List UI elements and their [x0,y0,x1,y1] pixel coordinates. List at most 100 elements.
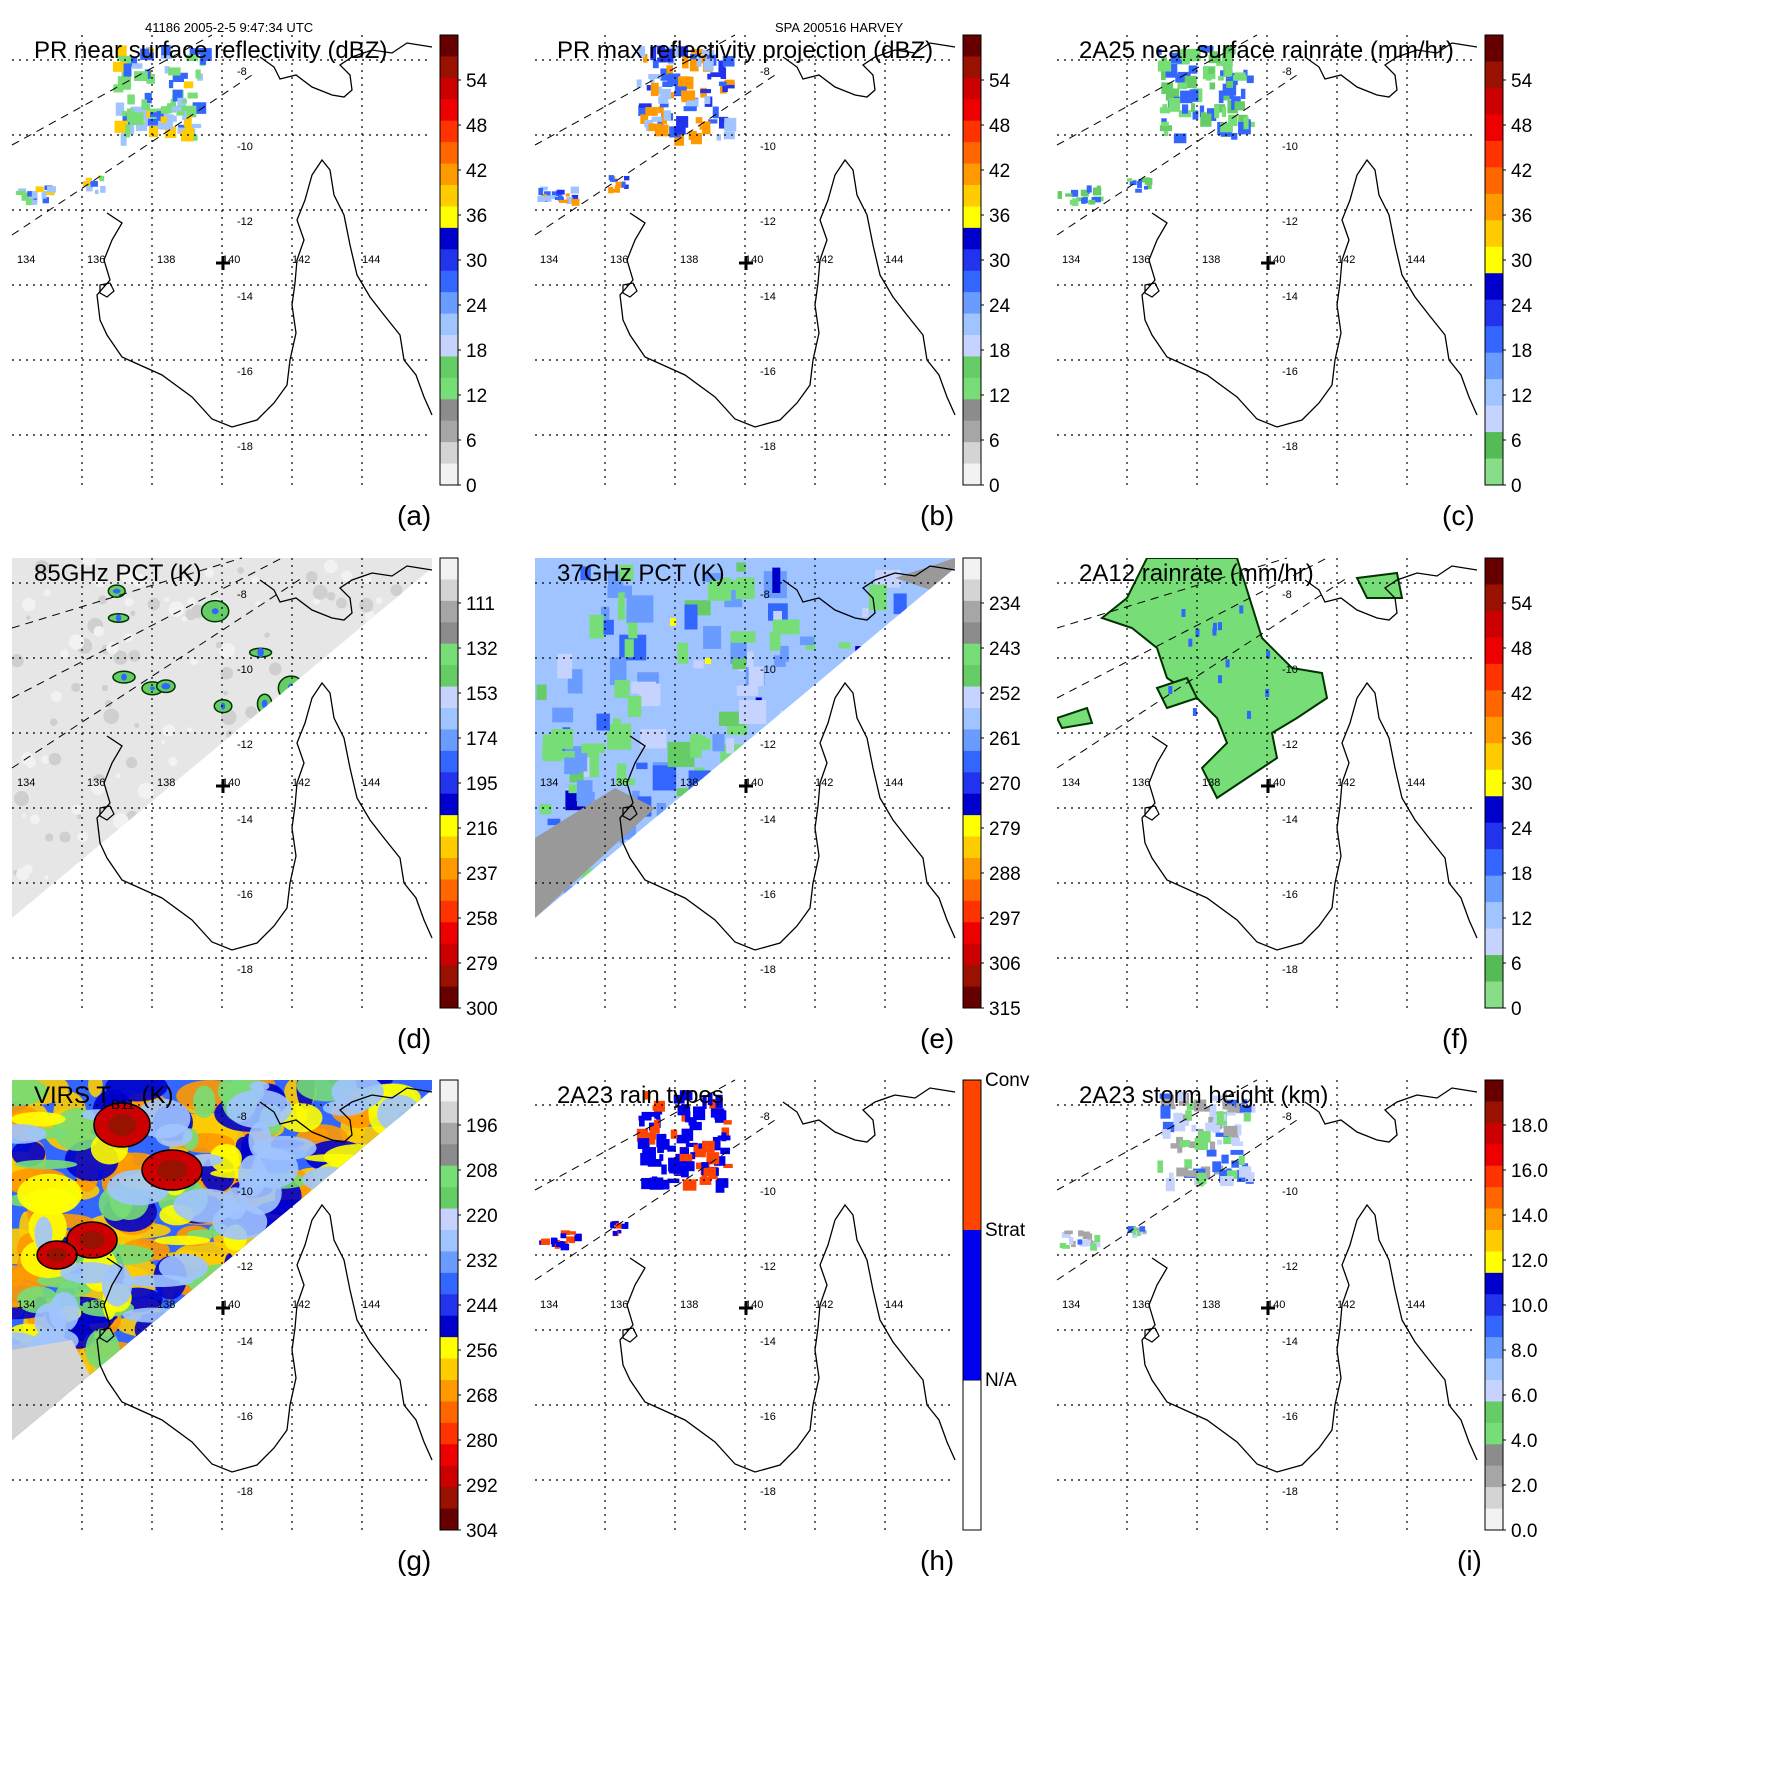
panel-title-g: VIRS TB11 (K) [34,1082,174,1112]
lat-label: -16 [237,1411,253,1423]
storm-center-marker [216,1301,230,1315]
panel-h: 134 136 138 140 142 144 -8 -10 -12 -14 -16 -18 Conv S… [534,1070,1125,1640]
lat-label: -18 [1282,1486,1298,1498]
lon-label: 136 [1132,254,1150,266]
lat-label: -8 [237,589,247,601]
lat-label: -12 [760,1261,776,1273]
colorbar-tick: 6.0 [1511,1386,1537,1407]
lon-label: 142 [1337,777,1355,789]
colorbar-tick: 279 [466,954,498,975]
colorbar-tick: 6 [1511,954,1522,975]
lon-label: 140 [222,1299,240,1311]
colorbar-tick: 10.0 [1511,1296,1548,1317]
lat-label: -18 [1282,441,1298,453]
colorbar-tick: 315 [989,999,1021,1020]
lat-label: -8 [1282,589,1292,601]
colorbar-tick: 306 [989,954,1021,975]
data-field-h [539,1090,733,1251]
panel-label-e: (e) [920,1023,955,1054]
lon-label: 140 [222,254,240,266]
map-g: 134 136 138 140 142 144 -8 -10 -12 -14 -16 -18 196 20… [12,1079,498,1542]
lat-label: -8 [1282,1111,1292,1123]
lat-label: -14 [1282,1336,1298,1348]
lat-label: -18 [1282,964,1298,976]
lat-label: -14 [760,291,776,303]
colorbar-tick: 252 [989,684,1021,705]
colorbar-tick: 280 [466,1431,498,1452]
lon-label: 144 [1407,777,1425,789]
panel-a: 134 136 138 140 142 144 -8 -10 -12 -14 -16 -18 54 48 4… [11,34,602,595]
panel-i: 134 136 138 140 142 144 -8 -10 -12 -14 -16 -18 18.0 1… [1056,1079,1647,1640]
lon-label: 142 [292,777,310,789]
lon-label: 134 [17,1299,35,1311]
lon-label: 140 [222,777,240,789]
lat-label: -16 [1282,366,1298,378]
lat-label: -12 [760,216,776,228]
storm-center-marker [1261,256,1275,270]
panel-title-h: 2A23 rain types [557,1082,724,1109]
colorbar-tick: 195 [466,774,498,795]
lat-label: -8 [760,1111,770,1123]
colorbar-tick: 18.0 [1511,1116,1548,1137]
lat-label: -8 [237,1111,247,1123]
colorbar-tick: 4.0 [1511,1431,1537,1452]
colorbar-tick: 6 [466,431,477,452]
lat-label: -10 [237,141,253,153]
map-e: 134 136 138 140 142 144 -8 -10 -12 -14 -16 -18 234 24… [535,557,1021,1020]
lat-label: -16 [1282,889,1298,901]
lat-label: -8 [760,589,770,601]
lat-label: -12 [237,216,253,228]
lon-label: 142 [1337,254,1355,266]
panel-label-b: (b) [920,500,955,531]
colorbar-tick: 48 [466,116,487,137]
lon-label: 140 [745,254,763,266]
lon-label: 138 [1202,254,1220,266]
colorbar-tick: Conv [985,1070,1030,1091]
lat-label: -18 [760,1486,776,1498]
colorbar-tick: 258 [466,909,498,930]
lon-label: 144 [1407,1299,1425,1311]
colorbar-tick: 0.0 [1511,1521,1537,1542]
colorbar-tick: 48 [1511,639,1532,660]
lat-label: -14 [237,291,253,303]
colorbar-tick: 30 [989,251,1010,272]
lat-label: -8 [237,66,247,78]
colorbar-tick: 24 [1511,296,1533,317]
map-a: 134 136 138 140 142 144 -8 -10 -12 -14 -16 -18 54 48 4… [11,34,488,497]
colorbar-tick: 12 [1511,909,1532,930]
colorbar-tick: 216 [466,819,498,840]
panel-e: 134 136 138 140 142 144 -8 -10 -12 -14 -16 -18 234 24… [535,557,1125,1118]
map-f: 134 136 138 140 142 144 -8 -10 -12 -14 -16 -18 54 48 4… [1056,557,1533,1020]
colorbar-tick: 48 [989,116,1010,137]
lat-label: -10 [237,1186,253,1198]
colorbar-tick: 14.0 [1511,1206,1548,1227]
lat-label: -10 [1282,141,1298,153]
colorbar-tick: N/A [985,1370,1017,1391]
storm-center-marker [739,1301,753,1315]
colorbar-g: 196 208 220 232 244 256 268 280 292 304 [439,1079,498,1542]
colorbar-tick: 111 [466,594,495,615]
colorbar-tick: 24 [1511,819,1533,840]
panel-c: 134 136 138 140 142 144 -8 -10 -12 -14 -16 -18 54 48 4… [1056,34,1647,595]
lon-label: 138 [157,254,175,266]
colorbar-tick: 268 [466,1386,498,1407]
colorbar-tick: 237 [466,864,498,885]
storm-center-marker [739,779,753,793]
colorbar-tick: 12 [466,386,487,407]
panel-title-c: 2A25 near surface rainrate (mm/hr) [1079,37,1454,64]
lon-label: 134 [1062,777,1080,789]
storm-name-header: SPA 200516 HARVEY [775,20,904,35]
panel-title-f: 2A12 rainrate (mm/hr) [1079,560,1314,587]
colorbar-tick: 2.0 [1511,1476,1537,1497]
colorbar-tick: 0 [1511,999,1522,1020]
lon-label: 134 [540,777,558,789]
colorbar-tick: 36 [1511,206,1532,227]
colorbar-tick: 54 [466,71,488,92]
panel-g: 134 136 138 140 142 144 -8 -10 -12 -14 -16 -18 196 20… [12,1079,602,1640]
lon-label: 134 [1062,254,1080,266]
colorbar-tick: 6 [989,431,1000,452]
colorbar-i: 18.0 16.0 14.0 12.0 10.0 8.0 6.0 4.0 2.0 0.0 [1484,1079,1548,1542]
lat-label: -10 [1282,664,1298,676]
panel-title-i: 2A23 storm height (km) [1079,1082,1329,1109]
colorbar-tick: 54 [1511,71,1533,92]
